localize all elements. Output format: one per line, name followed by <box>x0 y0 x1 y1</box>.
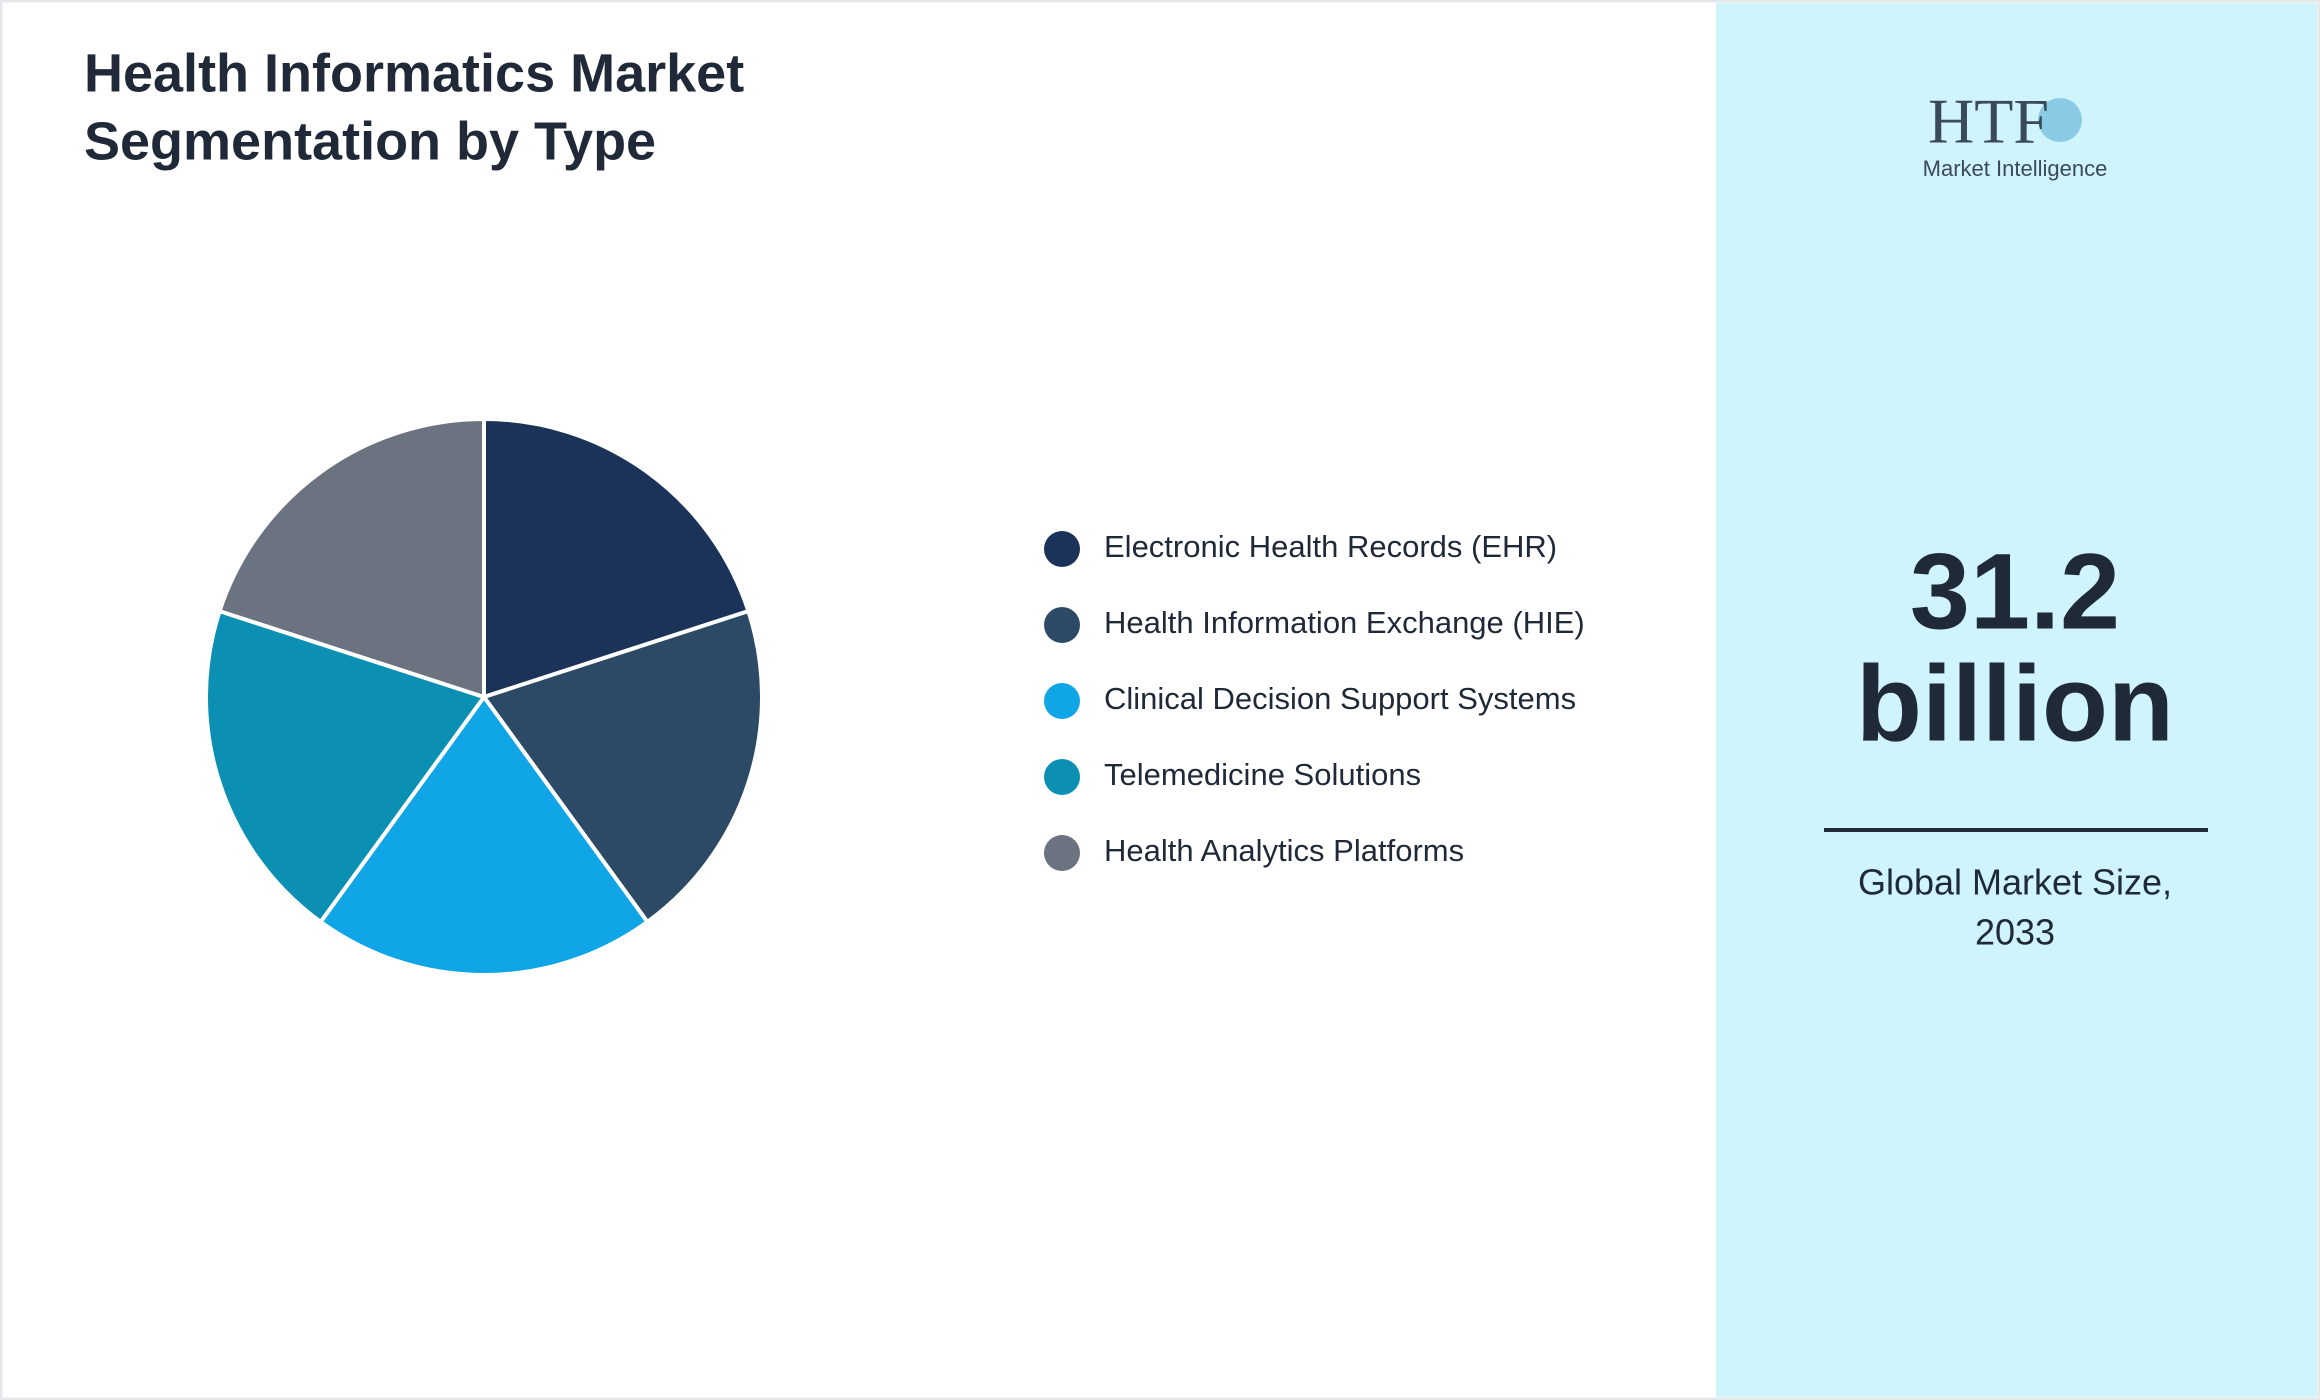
side-panel <box>1716 3 2317 1397</box>
legend-swatch <box>1044 531 1080 567</box>
pie-slice <box>480 608 764 925</box>
pie-slice <box>482 416 751 700</box>
legend-label: Health Analytics Platforms <box>1104 833 1464 868</box>
pie-slice <box>217 416 486 700</box>
legend-swatch <box>1044 835 1080 871</box>
logo: HTF Market Intelligence <box>1923 86 2108 181</box>
pie-slice <box>204 608 488 925</box>
legend-label: Telemedicine Solutions <box>1104 757 1421 792</box>
pie-slice <box>317 693 651 977</box>
legend-label: Clinical Decision Support Systems <box>1104 681 1576 716</box>
legend-swatch <box>1044 607 1080 643</box>
logo-icon <box>2038 98 2082 142</box>
caption: 2033 <box>1975 912 2055 953</box>
legend-label: Health Information Exchange (HIE) <box>1104 605 1585 640</box>
legend-swatch <box>1044 759 1080 795</box>
chart-title: Segmentation by Type <box>84 111 656 171</box>
chart-title: Health Informatics Market <box>84 43 744 103</box>
headline-unit: billion <box>1856 643 2174 764</box>
legend-label: Electronic Health Records (EHR) <box>1104 529 1557 564</box>
logo-mark: HTF <box>1928 86 2049 157</box>
logo-tagline: Market Intelligence <box>1923 156 2108 181</box>
caption: Global Market Size, <box>1858 862 2172 903</box>
legend-swatch <box>1044 683 1080 719</box>
headline-value: 31.2 <box>1910 531 2120 652</box>
